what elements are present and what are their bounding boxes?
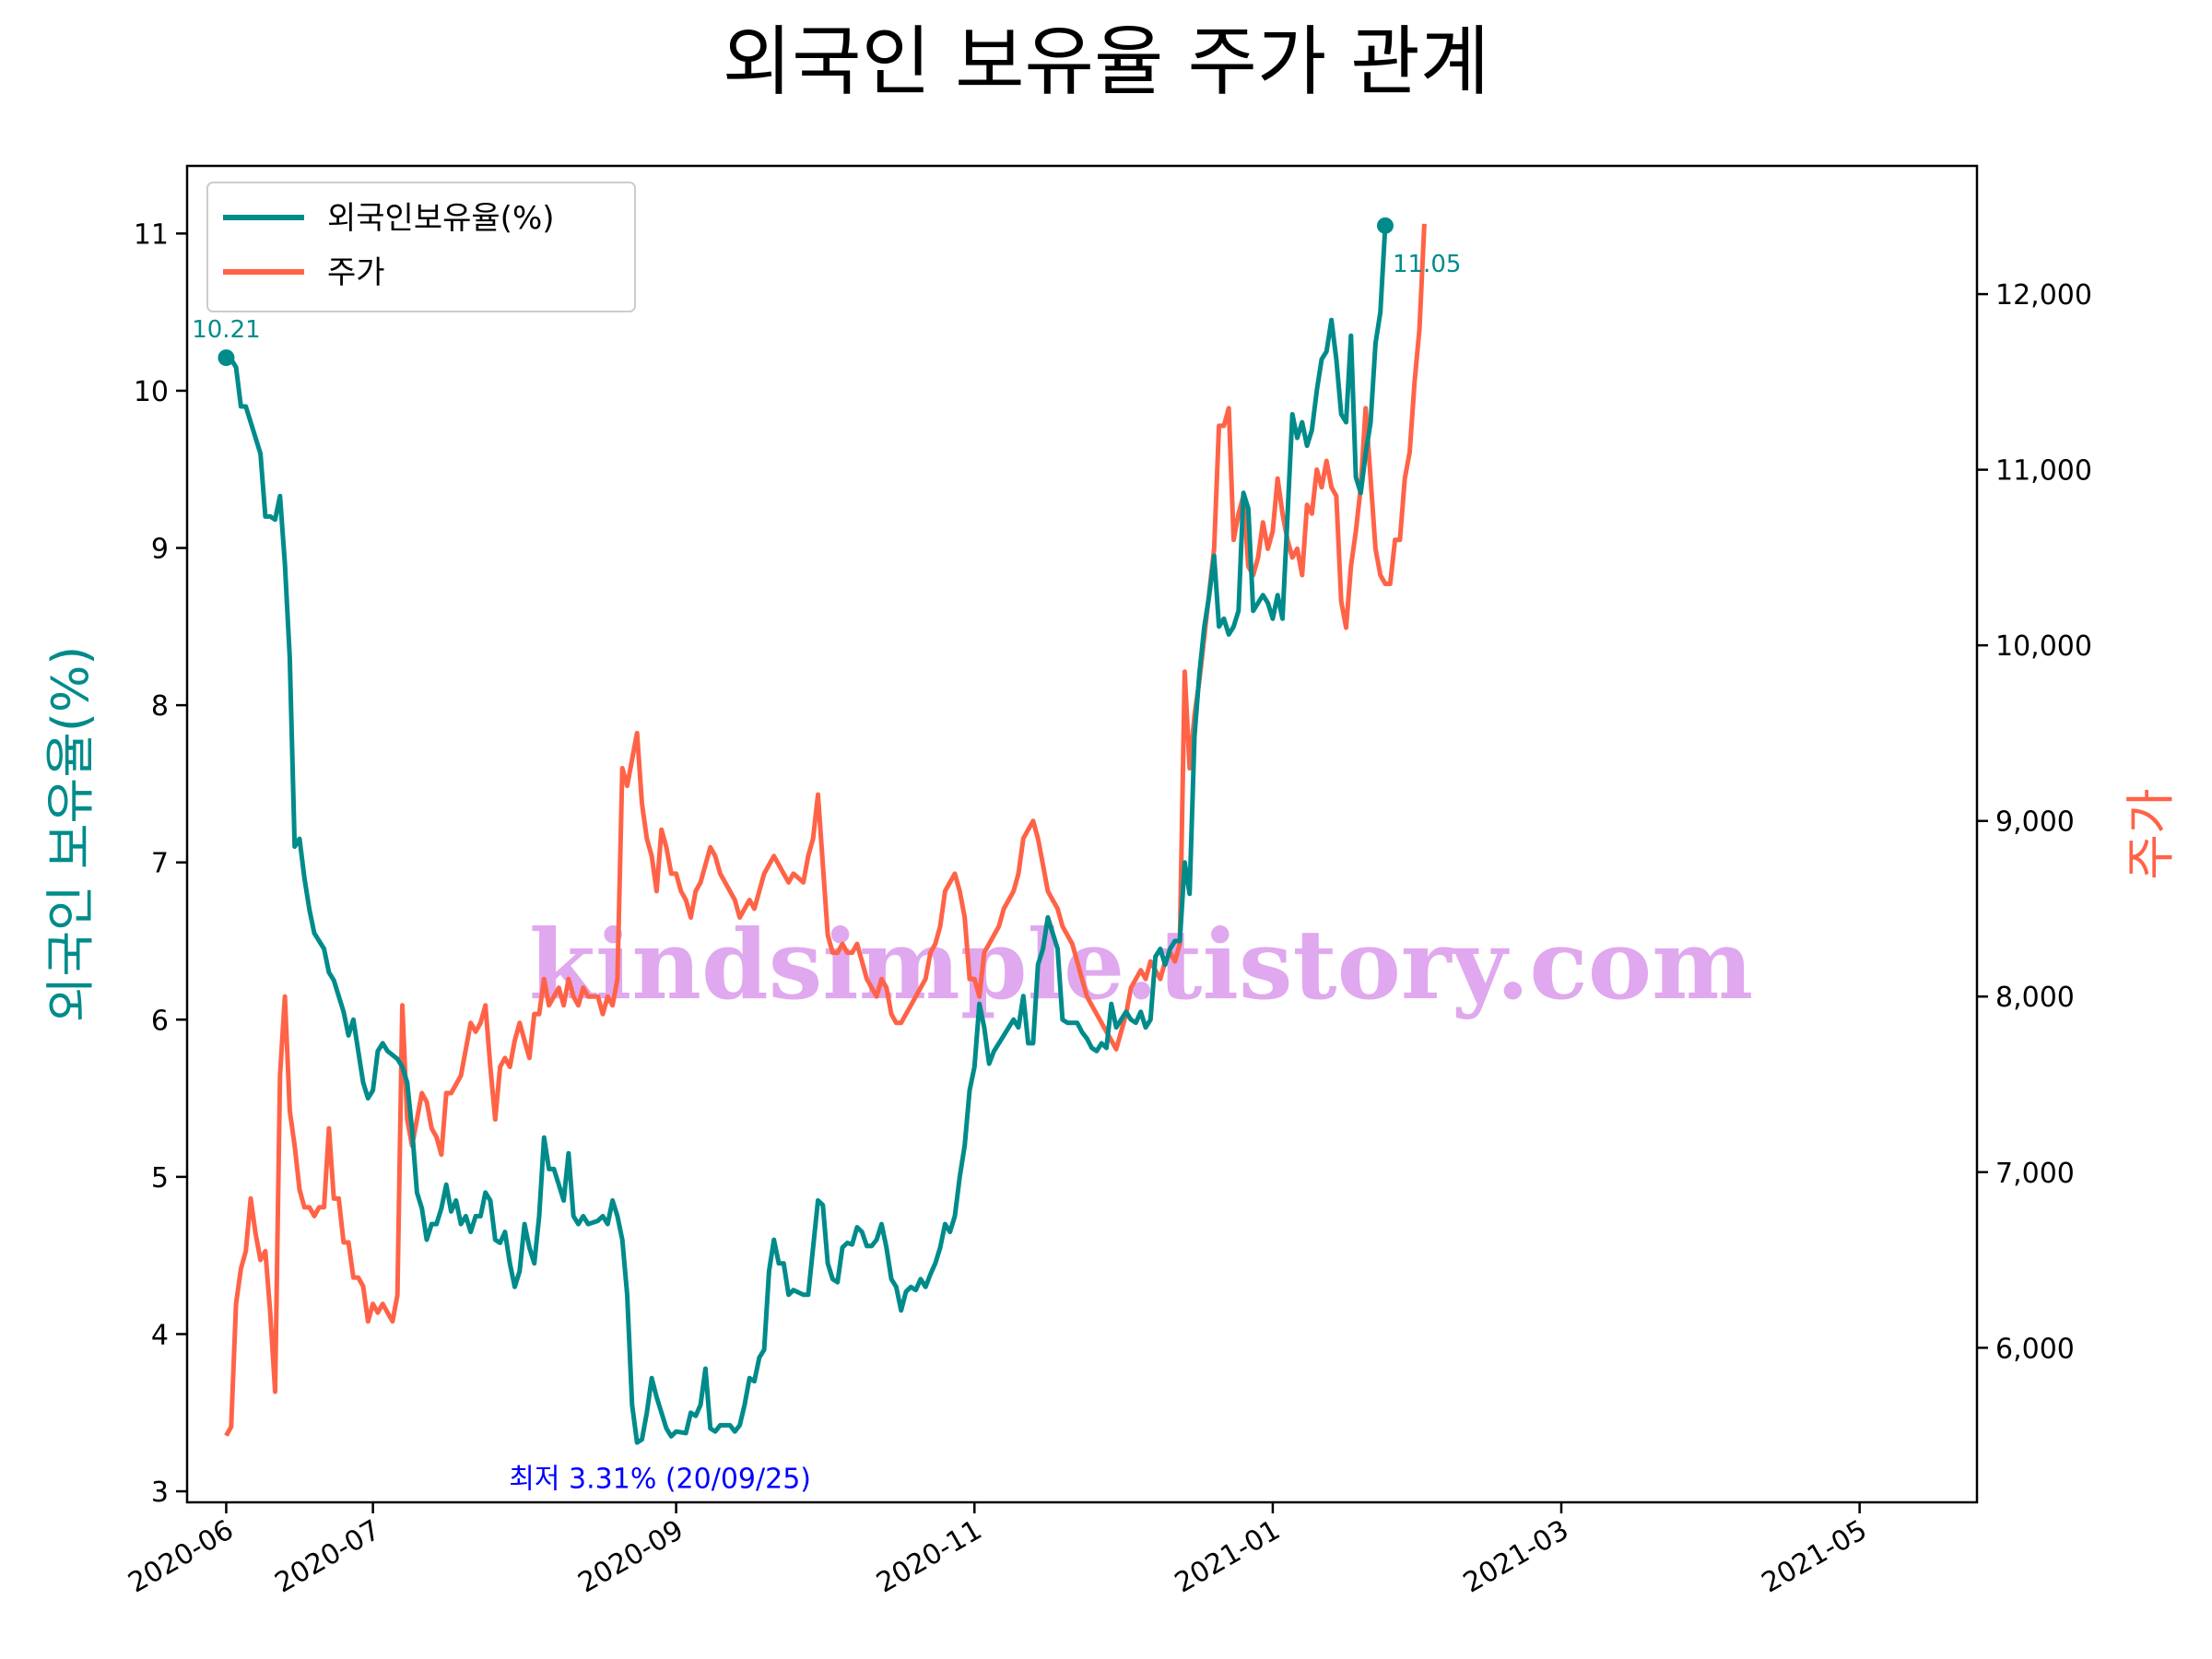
- watermark-text: kindsimple.tistory.com: [529, 908, 1753, 1021]
- y-left-tick-label: 8: [151, 690, 169, 723]
- y-right-tick-label: 7,000: [1995, 1158, 2075, 1190]
- watermark: kindsimple.tistory.com: [529, 908, 1753, 1021]
- y-axis-left: 3 4 5 6 7 8 9 10 11: [134, 218, 187, 1509]
- x-tick-label: 2020-09: [573, 1514, 689, 1600]
- y-left-tick-label: 10: [134, 376, 169, 408]
- y-axis-right-title: 주가: [2122, 788, 2180, 879]
- legend-label-price: 주가: [327, 254, 385, 291]
- x-tick-label: 2020-07: [270, 1514, 386, 1600]
- y-left-tick-label: 9: [151, 534, 169, 566]
- y-left-tick-label: 5: [151, 1162, 169, 1194]
- legend: 외국인보유율(%) 주가: [206, 182, 636, 312]
- x-tick-label: 2021-01: [1170, 1514, 1286, 1600]
- y-left-tick-label: 11: [134, 218, 169, 251]
- series-line-price: [224, 223, 1427, 1437]
- y-left-tick-label: 6: [151, 1005, 169, 1037]
- x-tick-label: 2021-05: [1757, 1514, 1873, 1600]
- y-left-tick-label: 3: [151, 1477, 169, 1509]
- series-line-foreign-ratio: [225, 225, 1388, 1445]
- y-right-tick-label: 8,000: [1995, 982, 2075, 1014]
- end-point-marker: [1376, 217, 1394, 234]
- x-tick-label: 2020-06: [123, 1514, 239, 1600]
- legend-label-foreign-ratio: 외국인보유율(%): [327, 200, 555, 237]
- plot-frame: [185, 164, 1979, 1504]
- start-value-label: 10.21: [192, 316, 260, 344]
- series-layer: [224, 223, 1427, 1445]
- x-axis: 2020-06 2020-07 2020-09 2020-11 2021-01 2021-…: [123, 1502, 1873, 1600]
- annotation-layer: 10.21 11.05 최저 3.31% (20/09/25): [192, 217, 1461, 1496]
- y-right-tick-label: 6,000: [1995, 1333, 2075, 1365]
- chart-title: 외국인 보유율 주가 관계: [723, 18, 1490, 106]
- y-right-tick-label: 10,000: [1995, 630, 2092, 663]
- y-right-tick-label: 11,000: [1995, 455, 2092, 488]
- legend-box: [206, 182, 636, 312]
- y-right-tick-label: 12,000: [1995, 279, 2092, 312]
- y-axis-left-title: 외국인 보유율(%): [41, 646, 100, 1023]
- minimum-annotation: 최저 3.31% (20/09/25): [509, 1464, 811, 1496]
- end-value-label: 11.05: [1393, 251, 1461, 278]
- x-tick-label: 2020-11: [871, 1514, 987, 1600]
- y-left-tick-label: 4: [151, 1319, 169, 1351]
- y-axis-right: 6,000 7,000 8,000 9,000 10,000 11,000 12,000: [1977, 279, 2092, 1365]
- y-left-tick-label: 7: [151, 848, 169, 880]
- start-point-marker: [218, 349, 235, 367]
- x-tick-label: 2021-03: [1458, 1514, 1574, 1600]
- y-right-tick-label: 9,000: [1995, 806, 2075, 839]
